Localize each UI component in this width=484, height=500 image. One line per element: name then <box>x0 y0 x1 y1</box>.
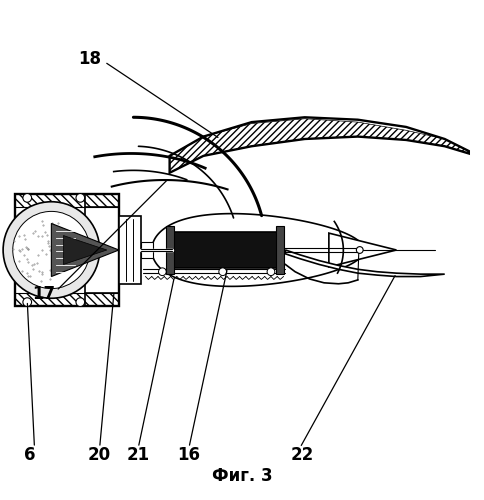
Text: 16: 16 <box>178 446 200 464</box>
Polygon shape <box>63 236 107 264</box>
Circle shape <box>158 268 166 276</box>
Circle shape <box>13 212 90 288</box>
Polygon shape <box>152 214 364 286</box>
Text: 20: 20 <box>88 446 111 464</box>
Circle shape <box>76 298 85 306</box>
FancyBboxPatch shape <box>166 226 174 274</box>
Text: 22: 22 <box>291 446 314 464</box>
Circle shape <box>267 268 275 276</box>
Polygon shape <box>329 233 396 267</box>
Polygon shape <box>51 224 119 276</box>
Circle shape <box>3 202 100 298</box>
Text: Фиг. 3: Фиг. 3 <box>212 467 272 485</box>
FancyBboxPatch shape <box>141 242 153 258</box>
Text: 18: 18 <box>78 50 102 68</box>
Polygon shape <box>169 118 469 173</box>
Circle shape <box>219 268 227 276</box>
Text: 17: 17 <box>32 286 56 304</box>
Circle shape <box>23 194 31 202</box>
Circle shape <box>356 246 363 254</box>
Polygon shape <box>286 250 445 276</box>
Text: 6: 6 <box>24 446 35 464</box>
Text: 21: 21 <box>127 446 150 464</box>
FancyBboxPatch shape <box>276 226 284 274</box>
Circle shape <box>76 194 85 202</box>
FancyBboxPatch shape <box>15 194 119 306</box>
Circle shape <box>23 298 31 306</box>
FancyBboxPatch shape <box>119 216 141 284</box>
FancyBboxPatch shape <box>172 232 278 268</box>
